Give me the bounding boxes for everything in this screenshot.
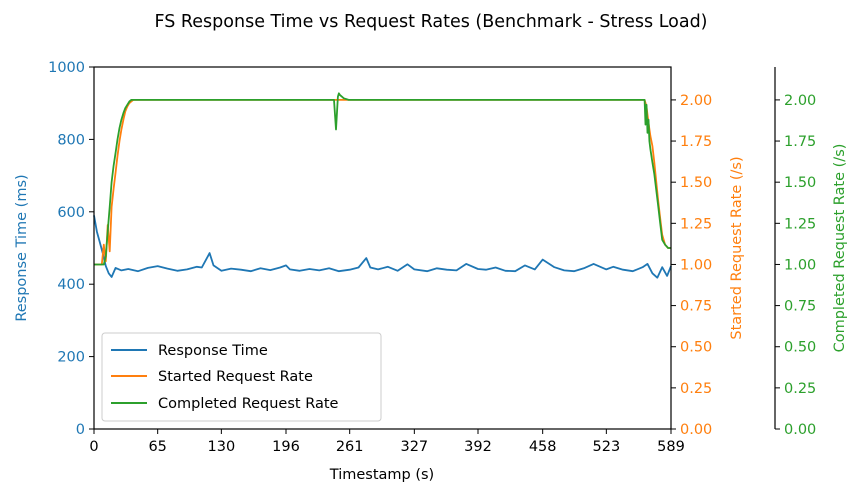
left-tick-label: 600 [57,205,85,221]
legend-box [101,332,382,422]
right1-tick-label: 1.00 [680,257,712,273]
right1-axis-ticks: 0.00 0.25 0.50 0.75 1.00 1.25 1.50 1.75 2.00 [671,93,712,438]
right2-tick-label: 1.00 [784,257,816,273]
left-tick-label: 400 [57,277,85,293]
left-tick-label: 200 [57,350,85,366]
right1-tick-label: 1.50 [680,175,712,191]
plot-lines [93,92,672,279]
chart-title: FS Response Time vs Request Rates (Bench… [154,12,707,32]
plot-frame [93,66,672,430]
right2-tick-label: 0.25 [784,381,816,397]
x-tick-label: 261 [336,439,364,455]
x-tick-label: 523 [593,439,621,455]
x-tick-label: 458 [529,439,557,455]
right2-tick-label: 0.50 [784,340,816,356]
legend-label-completed-rate: Completed Request Rate [158,396,339,412]
right1-axis-label: Started Request Rate (/s) [729,156,745,339]
right1-tick-label: 0.75 [680,299,712,315]
series-line-completed-request-rate [94,92,671,266]
x-tick-label: 392 [464,439,492,455]
right2-tick-label: 2.00 [784,93,816,109]
right2-axis-ticks: 0.00 0.25 0.50 0.75 1.00 1.25 1.50 1.75 2.00 [775,93,816,438]
series-line-response-time [93,215,672,279]
right2-tick-label: 1.75 [784,134,816,150]
x-tick-label: 0 [89,439,98,455]
left-tick-label: 800 [57,132,85,148]
right1-tick-label: 0.50 [680,340,712,356]
right2-tick-label: 1.25 [784,216,816,232]
right2-tick-label: 0.00 [784,422,816,438]
x-axis-ticks: 0 65 130 196 261 327 392 458 523 589 [89,429,685,455]
legend: Response Time Started Request Rate Compl… [101,332,382,422]
right1-tick-label: 2.00 [680,93,712,109]
x-axis-label: Timestamp (s) [329,467,434,483]
left-axis-ticks: 0 200 400 600 800 1000 [48,60,94,438]
left-tick-label: 1000 [48,60,85,76]
right2-axis-label: Completed Request Rate (/s) [832,144,848,353]
left-axis-label: Response Time (ms) [14,174,30,321]
x-tick-label: 65 [148,439,166,455]
right1-tick-label: 0.00 [680,422,712,438]
series-line-started-request-rate [94,99,671,266]
legend-label-started-rate: Started Request Rate [158,369,313,385]
right1-tick-label: 1.25 [680,216,712,232]
x-tick-label: 130 [208,439,236,455]
x-tick-label: 327 [400,439,428,455]
right2-tick-label: 0.75 [784,299,816,315]
legend-label-response-time: Response Time [158,343,268,359]
right2-tick-label: 1.50 [784,175,816,191]
x-tick-label: 196 [272,439,300,455]
left-tick-label: 0 [76,422,85,438]
right1-tick-label: 0.25 [680,381,712,397]
x-tick-label: 589 [657,439,685,455]
right1-tick-label: 1.75 [680,134,712,150]
